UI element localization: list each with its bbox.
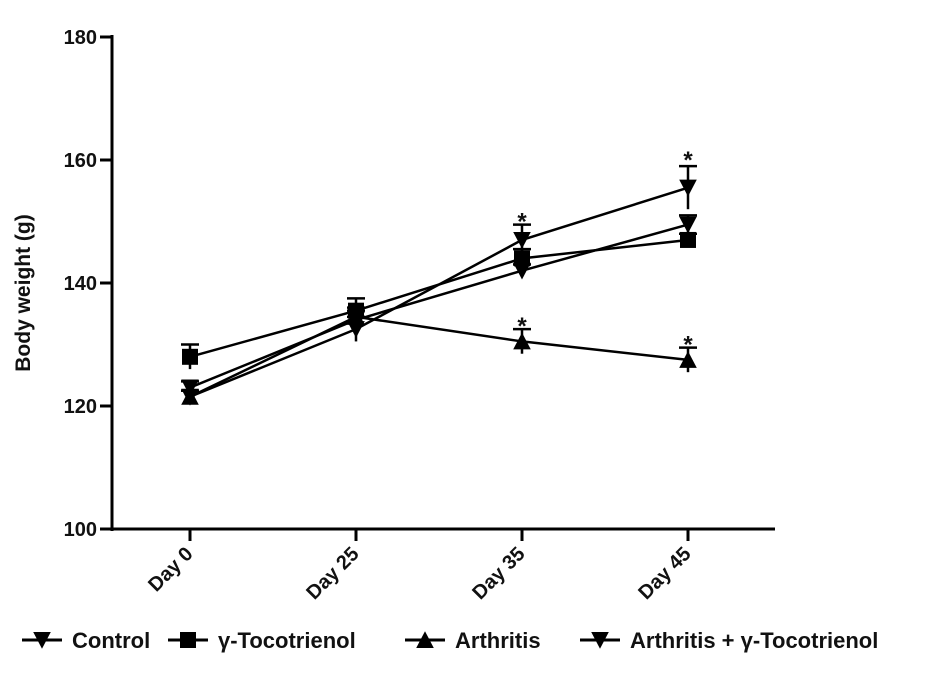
- significance-asterisk: *: [517, 313, 527, 340]
- x-tick-label: Day 35: [468, 543, 529, 604]
- series-1: [181, 231, 697, 370]
- legend-item-2: Arthritis: [405, 628, 541, 653]
- legend-label: γ-Tocotrienol: [218, 628, 356, 653]
- data-point: [181, 388, 199, 406]
- y-tick-label: 180: [64, 27, 97, 49]
- series-2: [181, 306, 697, 405]
- data-point: [679, 351, 697, 368]
- legend-item-3: Arthritis + γ-Tocotrienol: [580, 628, 878, 653]
- y-tick-label: 120: [64, 396, 97, 418]
- significance-asterisk: *: [683, 331, 693, 358]
- legend-marker: [33, 632, 51, 649]
- data-point: [347, 321, 365, 338]
- y-tick-label: 160: [64, 150, 97, 172]
- data-point: [182, 348, 198, 365]
- legend-label: Arthritis: [455, 628, 541, 653]
- y-tick-label: 140: [64, 273, 97, 295]
- legend-marker: [591, 632, 609, 649]
- series-line: [189, 238, 689, 359]
- legend-marker: [180, 632, 196, 648]
- legend: Control γ-Tocotrienol Arthritis Arthritis +…: [22, 628, 878, 653]
- series-line: [189, 223, 689, 389]
- significance-asterisk: *: [517, 208, 527, 235]
- annotation-layer: * * * *: [517, 147, 693, 359]
- legend-item-0: Control: [22, 628, 150, 653]
- legend-item-1: γ-Tocotrienol: [168, 628, 356, 653]
- data-point: [513, 231, 531, 249]
- legend-label: Arthritis + γ-Tocotrienol: [630, 628, 878, 653]
- data-point: [679, 216, 697, 234]
- data-point: [181, 379, 199, 397]
- significance-asterisk: *: [683, 147, 693, 174]
- y-axis-title: Body weight (g): [12, 214, 35, 371]
- data-point: [514, 250, 530, 267]
- data-point: [513, 262, 531, 280]
- x-tick-label: Day 25: [302, 543, 363, 604]
- series-line: [189, 315, 689, 398]
- data-point: [513, 332, 531, 350]
- series-line: [189, 186, 689, 398]
- data-point: [680, 231, 696, 248]
- data-point: [679, 179, 697, 197]
- series-3: [181, 164, 697, 406]
- x-tick-label: Day 0: [144, 543, 197, 596]
- series-layer: [181, 164, 697, 406]
- y-tick-label: 100: [64, 519, 97, 541]
- legend-label: Control: [72, 628, 150, 653]
- axes: 100 120 140 160 180 Day 0 Day 25 Day 35 Day 45 Bo…: [12, 27, 775, 604]
- x-tick-label: Day 45: [634, 543, 695, 604]
- legend-marker: [416, 631, 434, 648]
